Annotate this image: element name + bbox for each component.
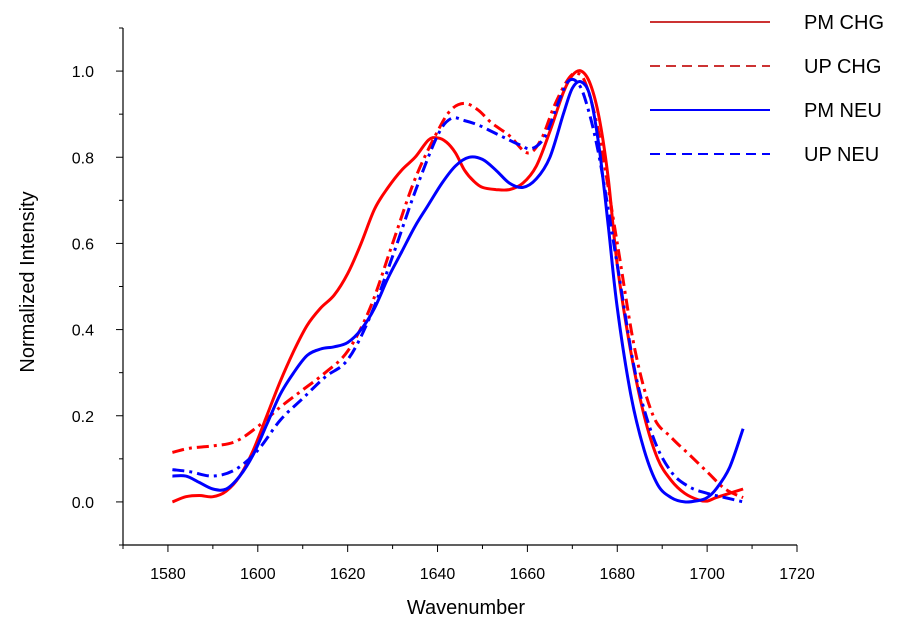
series-line-pm-chg <box>171 69 744 504</box>
series-line-up-chg <box>172 71 744 499</box>
y-tick-label: 0.8 <box>72 150 94 167</box>
y-tick-label: 0.6 <box>72 236 94 253</box>
series-line-up-neu <box>172 77 744 504</box>
legend-label-up-chg: UP CHG <box>804 56 881 78</box>
x-tick-label: 1600 <box>240 566 276 583</box>
y-tick-label: 0.0 <box>72 495 94 512</box>
plot-series <box>171 69 745 504</box>
legend-label-pm-chg: PM CHG <box>804 12 884 34</box>
x-tick-label: 1620 <box>330 566 366 583</box>
legend: PM CHG UP CHG PM NEU UP NEU <box>650 12 884 166</box>
x-tick-label: 1700 <box>689 566 725 583</box>
y-axis-title: Normalized Intensity <box>17 191 39 372</box>
legend-label-up-neu: UP NEU <box>804 144 879 166</box>
axes: 1580 1600 1620 1640 1660 1680 1700 1720 0.0 0.2 0.… <box>72 27 815 583</box>
x-tick-label: 1640 <box>420 566 456 583</box>
x-tick-label: 1720 <box>779 566 815 583</box>
x-axis-title: Wavenumber <box>407 597 526 619</box>
y-tick-label: 0.4 <box>72 323 94 340</box>
x-tick-label: 1680 <box>599 566 635 583</box>
legend-label-pm-neu: PM NEU <box>804 100 882 122</box>
y-tick-label: 0.2 <box>72 409 94 426</box>
y-tick-label: 1.0 <box>72 64 94 81</box>
series-line-pm-neu <box>172 80 745 504</box>
x-tick-label: 1660 <box>510 566 546 583</box>
x-tick-label: 1580 <box>150 566 186 583</box>
